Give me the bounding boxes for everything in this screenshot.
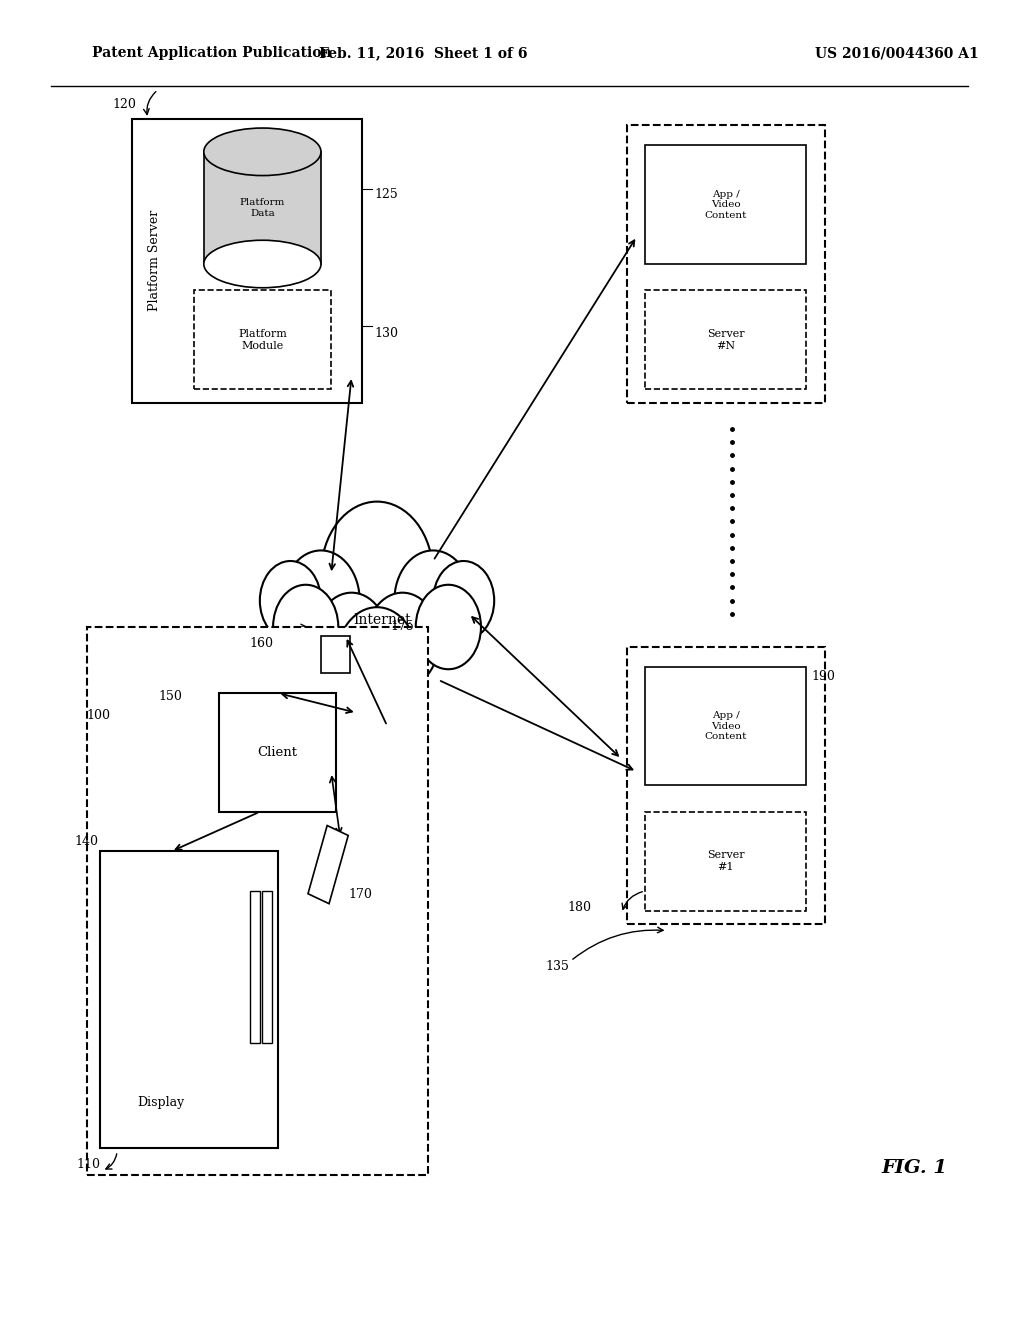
Polygon shape: [308, 825, 348, 904]
Text: 180: 180: [567, 900, 592, 913]
Text: 160: 160: [250, 636, 273, 649]
Bar: [627, 125, 825, 403]
Bar: [250, 891, 260, 1043]
Text: 125: 125: [374, 187, 397, 201]
Bar: [645, 812, 806, 911]
Bar: [321, 636, 349, 673]
Text: 175: 175: [390, 619, 414, 632]
Text: 130: 130: [374, 326, 398, 339]
Bar: [87, 627, 428, 1175]
Bar: [627, 647, 825, 924]
Bar: [645, 667, 806, 785]
Bar: [219, 693, 336, 812]
Text: Platform
Module: Platform Module: [238, 329, 287, 351]
Ellipse shape: [204, 240, 321, 288]
Text: 110: 110: [77, 1158, 100, 1171]
Text: Platform Server: Platform Server: [148, 210, 162, 312]
Circle shape: [336, 607, 418, 713]
Bar: [194, 290, 331, 389]
Ellipse shape: [204, 128, 321, 176]
Text: 135: 135: [545, 960, 569, 973]
Bar: [132, 119, 361, 403]
Text: US 2016/0044360 A1: US 2016/0044360 A1: [815, 46, 979, 61]
Text: Platform
Data: Platform Data: [240, 198, 285, 218]
Text: FIG. 1: FIG. 1: [882, 1159, 947, 1177]
Circle shape: [321, 502, 433, 647]
Circle shape: [416, 585, 481, 669]
Circle shape: [314, 593, 388, 688]
Text: Client: Client: [258, 746, 298, 759]
Circle shape: [260, 561, 321, 640]
Circle shape: [394, 550, 472, 651]
Text: App /
Video
Content: App / Video Content: [705, 190, 746, 219]
Text: 100: 100: [87, 709, 111, 722]
Text: Display: Display: [137, 1096, 184, 1109]
Circle shape: [433, 561, 495, 640]
Text: Server
#N: Server #N: [707, 329, 744, 351]
Bar: [645, 145, 806, 264]
Text: 170: 170: [348, 887, 373, 900]
Text: 120: 120: [112, 98, 136, 111]
Circle shape: [273, 585, 338, 669]
Bar: [204, 152, 321, 264]
Bar: [262, 891, 272, 1043]
Text: Feb. 11, 2016  Sheet 1 of 6: Feb. 11, 2016 Sheet 1 of 6: [318, 46, 527, 61]
Text: Patent Application Publication: Patent Application Publication: [92, 46, 332, 61]
Bar: [100, 851, 279, 1148]
Circle shape: [366, 593, 439, 688]
Text: Internet: Internet: [353, 614, 411, 627]
Text: 140: 140: [75, 834, 98, 847]
Text: 150: 150: [158, 689, 182, 702]
Text: Server
#1: Server #1: [707, 850, 744, 873]
Text: 190: 190: [811, 669, 835, 682]
Text: App /
Video
Content: App / Video Content: [705, 711, 746, 741]
Circle shape: [283, 550, 359, 651]
Bar: [645, 290, 806, 389]
